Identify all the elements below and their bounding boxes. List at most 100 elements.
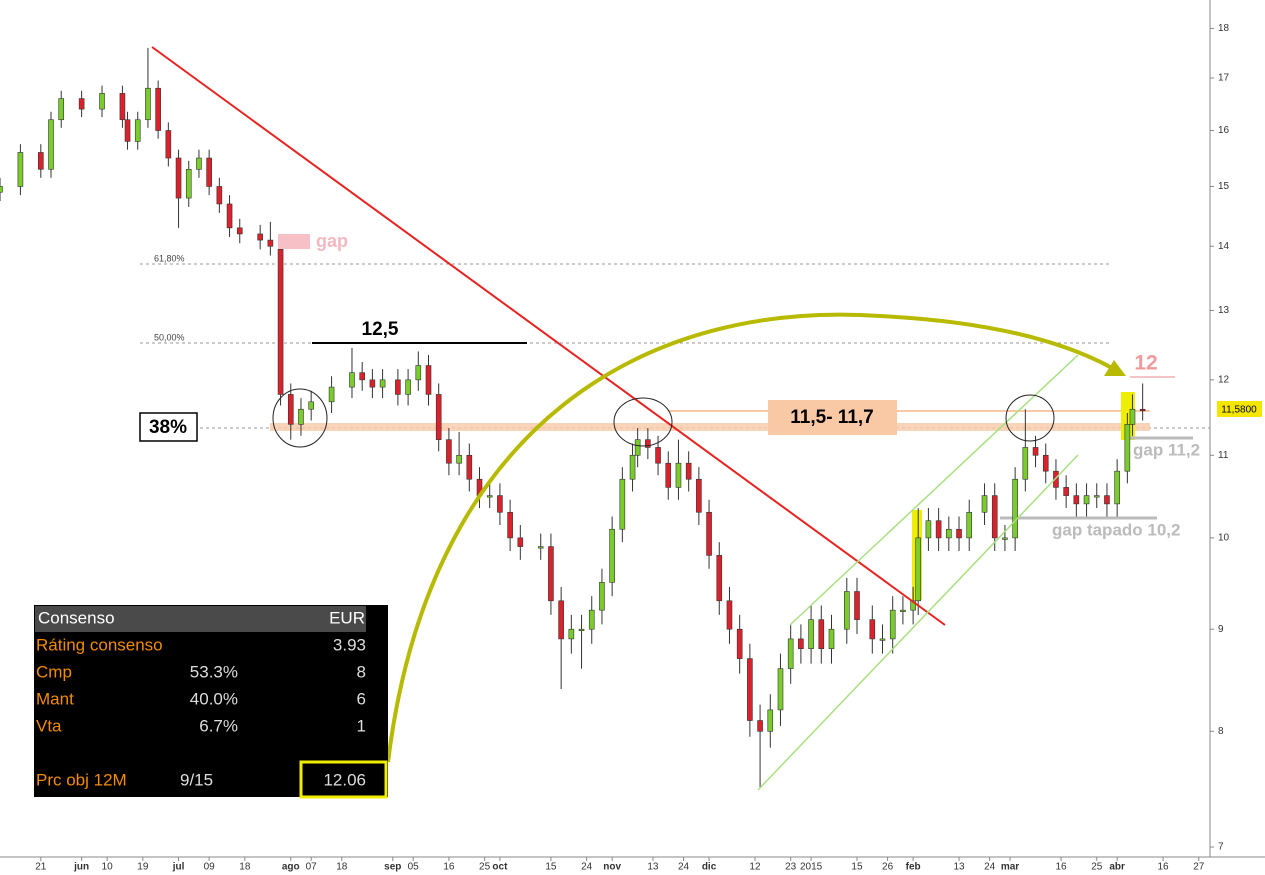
candle-body (1022, 447, 1029, 480)
circle (613, 397, 673, 447)
annotation: gap 11,2 (1133, 440, 1200, 459)
candle-body (1012, 478, 1018, 539)
x-tick-label: 16 (1055, 862, 1067, 873)
candle-body (175, 157, 182, 199)
candle-body (48, 119, 54, 170)
candle-body (777, 668, 784, 711)
candle-body (226, 203, 233, 229)
candle-body (17, 152, 24, 187)
y-tick-label: 16 (1218, 125, 1230, 136)
x-tick-label: 2015 (800, 862, 823, 873)
x-tick-label: 07 (306, 862, 318, 873)
candle-body (0, 186, 3, 193)
candle-body (991, 495, 998, 539)
candle-body (843, 591, 850, 630)
candle-body (425, 365, 432, 395)
annotation: 12,5 (362, 319, 399, 340)
gap-box (278, 234, 310, 249)
candle-body (185, 168, 192, 199)
candle-body (267, 239, 274, 247)
candle-body (134, 119, 141, 142)
candle-body (879, 638, 886, 641)
candle-body (1083, 495, 1090, 505)
candle-body (99, 93, 105, 110)
candle-body (915, 537, 922, 602)
candle-body (1124, 424, 1131, 472)
candle-body (196, 157, 202, 170)
candle-body (379, 379, 386, 388)
x-tick-label: oct (492, 862, 508, 873)
candle-body (655, 447, 661, 464)
candle-body (1042, 454, 1049, 472)
table-cell: 6.7% (199, 716, 238, 735)
candle-body (645, 439, 651, 448)
y-tick-label: 15 (1218, 181, 1230, 192)
candle-body (747, 658, 753, 721)
x-tick-label: 10 (102, 862, 114, 873)
pct-box (139, 412, 198, 442)
candle-body (1002, 537, 1008, 540)
candle-body (578, 628, 585, 632)
candle-body (568, 628, 575, 640)
x-tick-label: ago (282, 862, 300, 873)
x-tick-label: 19 (137, 862, 149, 873)
candle-body (1063, 487, 1069, 496)
annotation: gap tapado 10,2 (1052, 520, 1180, 539)
x-tick-label: 09 (204, 862, 216, 873)
y-tick-label: 7 (1218, 842, 1224, 853)
candle-body (124, 119, 131, 142)
candle-body (486, 495, 493, 498)
candle-body (696, 478, 702, 513)
candle-body (236, 227, 243, 235)
table-cell: Mant (36, 689, 74, 708)
candle-body (629, 454, 636, 480)
candle-body (1104, 495, 1110, 505)
candle-body (619, 478, 626, 530)
candle-body (369, 379, 376, 388)
y-tick-label: 8 (1218, 726, 1224, 737)
x-tick-label: jun (73, 862, 89, 873)
candle-body (889, 609, 896, 640)
x-tick-label: dic (702, 862, 717, 873)
x-tick-label: 16 (443, 862, 455, 873)
annotation: 11,5- 11,7 (790, 407, 873, 428)
candle-body (328, 386, 335, 403)
x-tick-label: 21 (35, 862, 47, 873)
candle-body (507, 511, 513, 539)
candle-body (349, 372, 355, 388)
candle-body (900, 609, 906, 612)
candle-body (405, 379, 411, 395)
drawings: gap 61,80% 50,00% 12,5 38% 11,5- 11,7 12… (139, 46, 1262, 791)
fib-label: 61,80% (154, 253, 185, 263)
candle-body (966, 511, 973, 539)
candle-body (78, 98, 85, 110)
candle-body (609, 528, 615, 583)
circle (272, 388, 328, 448)
fib-label: 50,00% (154, 332, 185, 342)
candle-body (456, 454, 462, 464)
candle-body (956, 528, 962, 539)
candle-body (599, 582, 605, 611)
table-cell: 6 (357, 689, 366, 708)
candle-body (675, 462, 682, 488)
channel-line (757, 454, 1079, 791)
candle-body (828, 628, 835, 649)
candle-body (537, 546, 544, 549)
arrow-head (1104, 360, 1126, 376)
table-cell: 8 (357, 662, 366, 681)
candle-body (216, 186, 223, 205)
trend-line (151, 46, 946, 626)
candle-body (634, 439, 641, 456)
table-cell: Cmp (36, 662, 72, 681)
highlight (1121, 392, 1135, 440)
candle-body (1114, 470, 1120, 505)
candle-body (1073, 495, 1080, 505)
candle-body (736, 628, 743, 659)
x-tick-label: 15 (851, 862, 863, 873)
candle-body (869, 619, 876, 640)
candle-body (757, 720, 763, 732)
y-tick-label: 14 (1218, 241, 1230, 252)
y-tick-label: 9 (1218, 624, 1224, 635)
x-tick-label: 25 (1091, 862, 1103, 873)
